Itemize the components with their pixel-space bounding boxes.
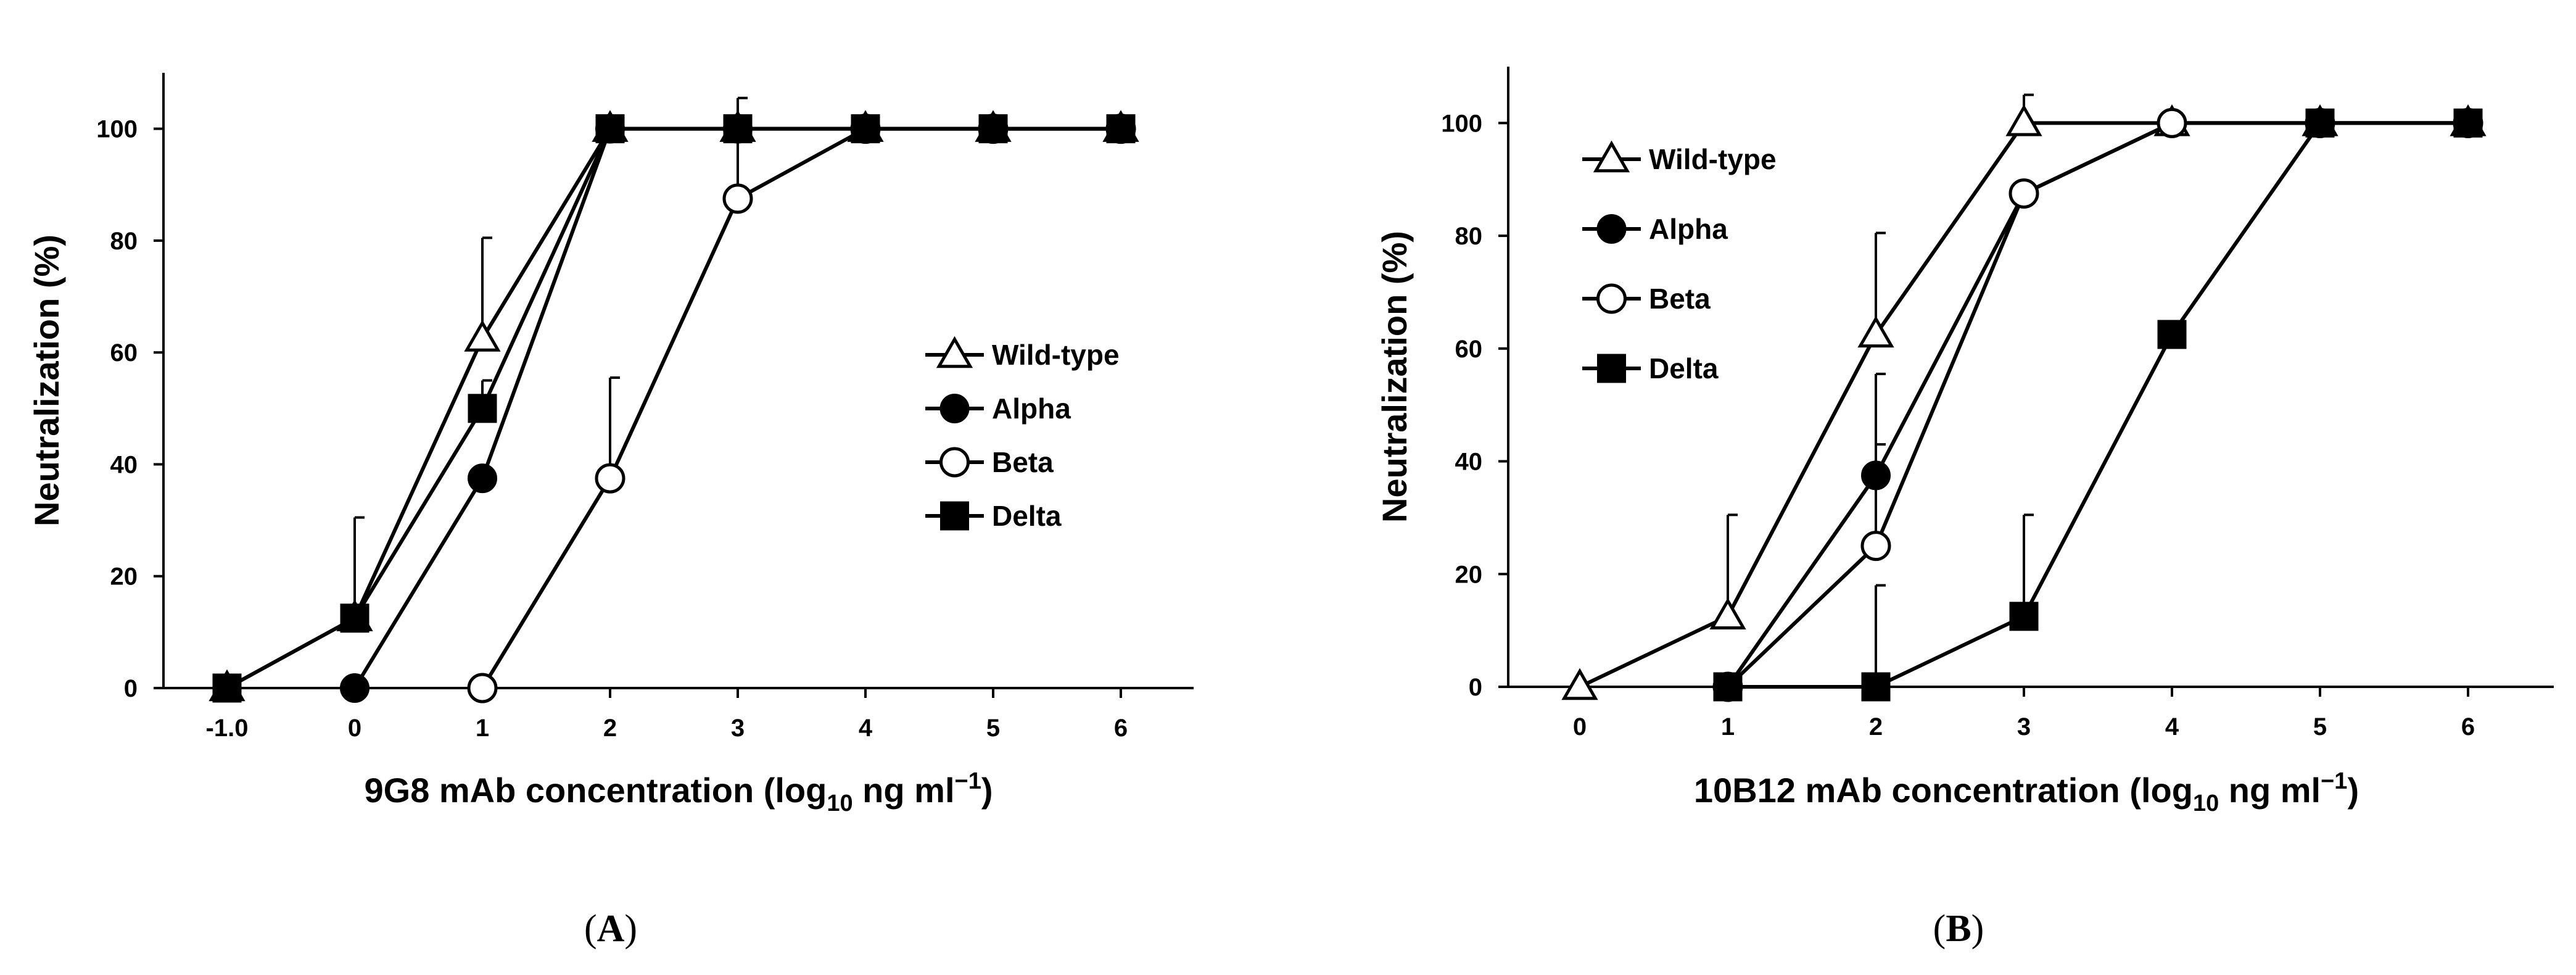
legend: Wild-type Alpha Beta Delta — [925, 336, 1120, 532]
legend-marker-alpha — [1596, 214, 1627, 244]
y-tick-label: 80 — [1455, 223, 1483, 250]
y-axis-label: Neutralization (%) — [27, 234, 66, 526]
y-tick-label: 100 — [96, 116, 138, 143]
y-tick-label: 40 — [110, 451, 138, 478]
panel-label: (B) — [1933, 908, 1984, 950]
legend-marker-wild-type — [1593, 140, 1630, 173]
y-tick-label: 20 — [110, 563, 138, 591]
x-tick-label: 0 — [348, 715, 361, 742]
series-line-delta — [226, 127, 1121, 690]
legend-label-delta: Delta — [992, 500, 1062, 532]
legend-marker-alpha — [939, 394, 970, 423]
data-point-beta — [467, 673, 498, 703]
data-point-beta — [722, 183, 753, 214]
legend-marker-delta — [940, 501, 969, 531]
x-tick-label: 3 — [2017, 713, 2031, 741]
x-tick-label: 2 — [1869, 713, 1883, 741]
legend-label-alpha: Alpha — [992, 392, 1071, 425]
legend-label-beta: Beta — [1649, 283, 1711, 315]
data-point-delta — [212, 673, 242, 703]
x-tick-label: -1.0 — [206, 715, 249, 742]
panel-label: (A) — [584, 908, 637, 950]
x-tick-label: 4 — [859, 715, 873, 742]
chart-panel-a: 0 20 40 60 80 100 -1.0 0 1 2 3 4 5 6 Neutralization (%… — [27, 73, 1194, 950]
data-point-wild-type — [2005, 104, 2042, 136]
data-point-alpha — [468, 463, 497, 494]
data-point-delta — [851, 114, 880, 144]
data-point-delta — [2157, 320, 2187, 349]
x-tick-label: 1 — [1721, 713, 1735, 741]
data-point-delta — [340, 604, 369, 633]
data-point-alpha — [340, 673, 369, 703]
legend-label-alpha: Alpha — [1649, 213, 1728, 245]
data-point-delta — [468, 394, 497, 423]
data-point-wild-type — [1857, 315, 1894, 348]
x-tick-label: 2 — [603, 715, 617, 742]
data-point-alpha — [1861, 460, 1891, 491]
x-tick-label: 3 — [731, 715, 745, 742]
y-axis-label: Neutralization (%) — [1375, 231, 1414, 523]
data-point-delta — [723, 114, 753, 144]
x-tick-label: 6 — [1114, 715, 1128, 742]
legend-marker-delta — [1597, 354, 1626, 383]
y-tick-label: 20 — [1455, 561, 1483, 588]
legend-marker-beta — [939, 447, 970, 478]
data-point-delta — [1861, 672, 1891, 702]
data-point-beta — [2157, 107, 2187, 138]
data-point-delta — [2009, 602, 2039, 631]
data-point-delta — [978, 114, 1008, 144]
x-tick-label: 4 — [2165, 713, 2179, 741]
legend-label-delta: Delta — [1649, 352, 1719, 384]
x-axis-label: 9G8 mAb concentration (log10 ng ml−1) — [364, 768, 993, 816]
data-point-beta — [595, 463, 625, 494]
data-point-delta — [1713, 672, 1743, 702]
x-tick-label: 0 — [1573, 713, 1587, 741]
data-point-delta — [595, 114, 625, 144]
y-tick-label: 40 — [1455, 449, 1483, 476]
data-point-delta — [2305, 108, 2335, 138]
x-tick-label: 1 — [476, 715, 489, 742]
y-tick-label: 0 — [124, 675, 138, 702]
y-tick-label: 80 — [110, 228, 138, 255]
data-point-delta — [1106, 114, 1136, 144]
y-tick-label: 60 — [110, 339, 138, 367]
x-tick-label: 5 — [986, 715, 1000, 742]
legend-label-wild-type: Wild-type — [992, 339, 1120, 371]
legend-label-wild-type: Wild-type — [1649, 143, 1777, 175]
x-axis-label: 10B12 mAb concentration (log10 ng ml−1) — [1694, 768, 2359, 816]
y-tick-label: 0 — [1469, 674, 1482, 701]
data-point-wild-type — [464, 320, 501, 352]
legend-marker-beta — [1596, 283, 1627, 314]
data-point-wild-type — [1709, 597, 1746, 629]
data-point-wild-type — [1561, 668, 1598, 700]
chart-panel-b: 0 20 40 60 80 100 0 1 2 3 4 5 6 Neutralization (%) 10B… — [1375, 67, 2554, 950]
data-point-beta — [1860, 531, 1891, 562]
legend: Wild-type Alpha Beta Delta — [1582, 140, 1777, 384]
data-point-beta — [2008, 178, 2039, 209]
legend-marker-wild-type — [936, 336, 973, 368]
y-tick-label: 100 — [1441, 110, 1482, 137]
data-point-delta — [2453, 108, 2483, 138]
x-tick-label: 5 — [2313, 713, 2327, 741]
series-line-delta — [1728, 121, 2468, 689]
legend-label-beta: Beta — [992, 446, 1054, 478]
y-tick-label: 60 — [1455, 336, 1483, 363]
x-tick-label: 6 — [2461, 713, 2475, 741]
